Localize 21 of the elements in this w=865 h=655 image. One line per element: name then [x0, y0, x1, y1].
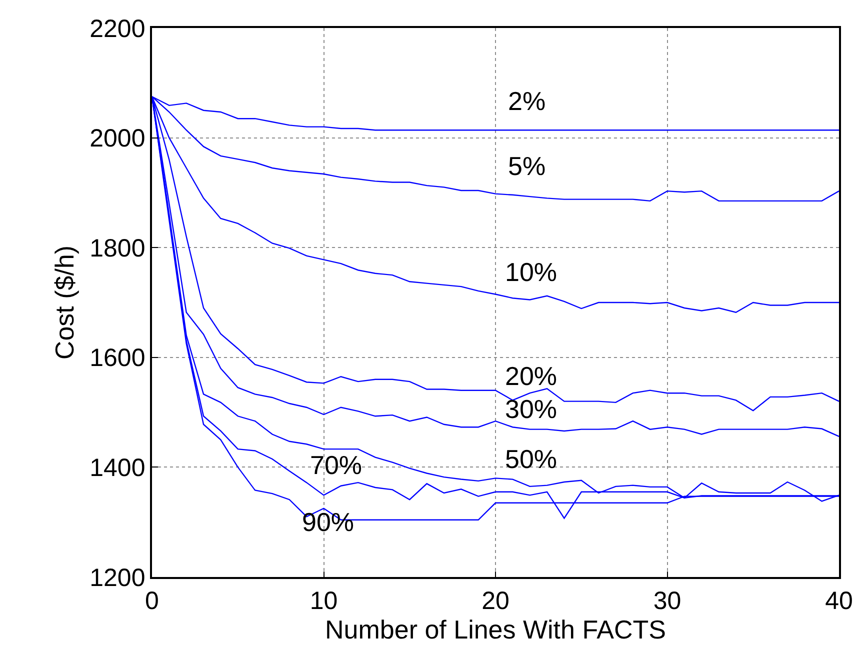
series-label: 2% — [508, 86, 546, 116]
y-tick-label: 2200 — [90, 14, 146, 43]
y-tick-label: 1400 — [90, 454, 146, 482]
series-label: 30% — [505, 394, 558, 424]
x-tick-label: 30 — [653, 586, 682, 615]
y-axis-title: Cost ($/h) — [50, 245, 80, 360]
x-tick-label: 40 — [825, 586, 853, 615]
series-label: 50% — [505, 444, 558, 474]
y-tick-label: 1200 — [90, 564, 146, 592]
y-tick-label: 2000 — [90, 124, 146, 153]
series-label: 90% — [302, 507, 354, 537]
series-label: 70% — [310, 450, 362, 480]
series-label: 20% — [505, 361, 558, 391]
x-tick-label: 10 — [310, 586, 338, 615]
x-tick-label: 20 — [482, 586, 510, 615]
x-axis-title: Number of Lines With FACTS — [325, 614, 666, 645]
y-tick-label: 1800 — [90, 234, 146, 262]
y-tick-label: 1600 — [90, 344, 146, 372]
series-label: 10% — [505, 257, 558, 287]
series-label: 5% — [508, 151, 546, 181]
x-tick-label: 0 — [145, 586, 159, 615]
